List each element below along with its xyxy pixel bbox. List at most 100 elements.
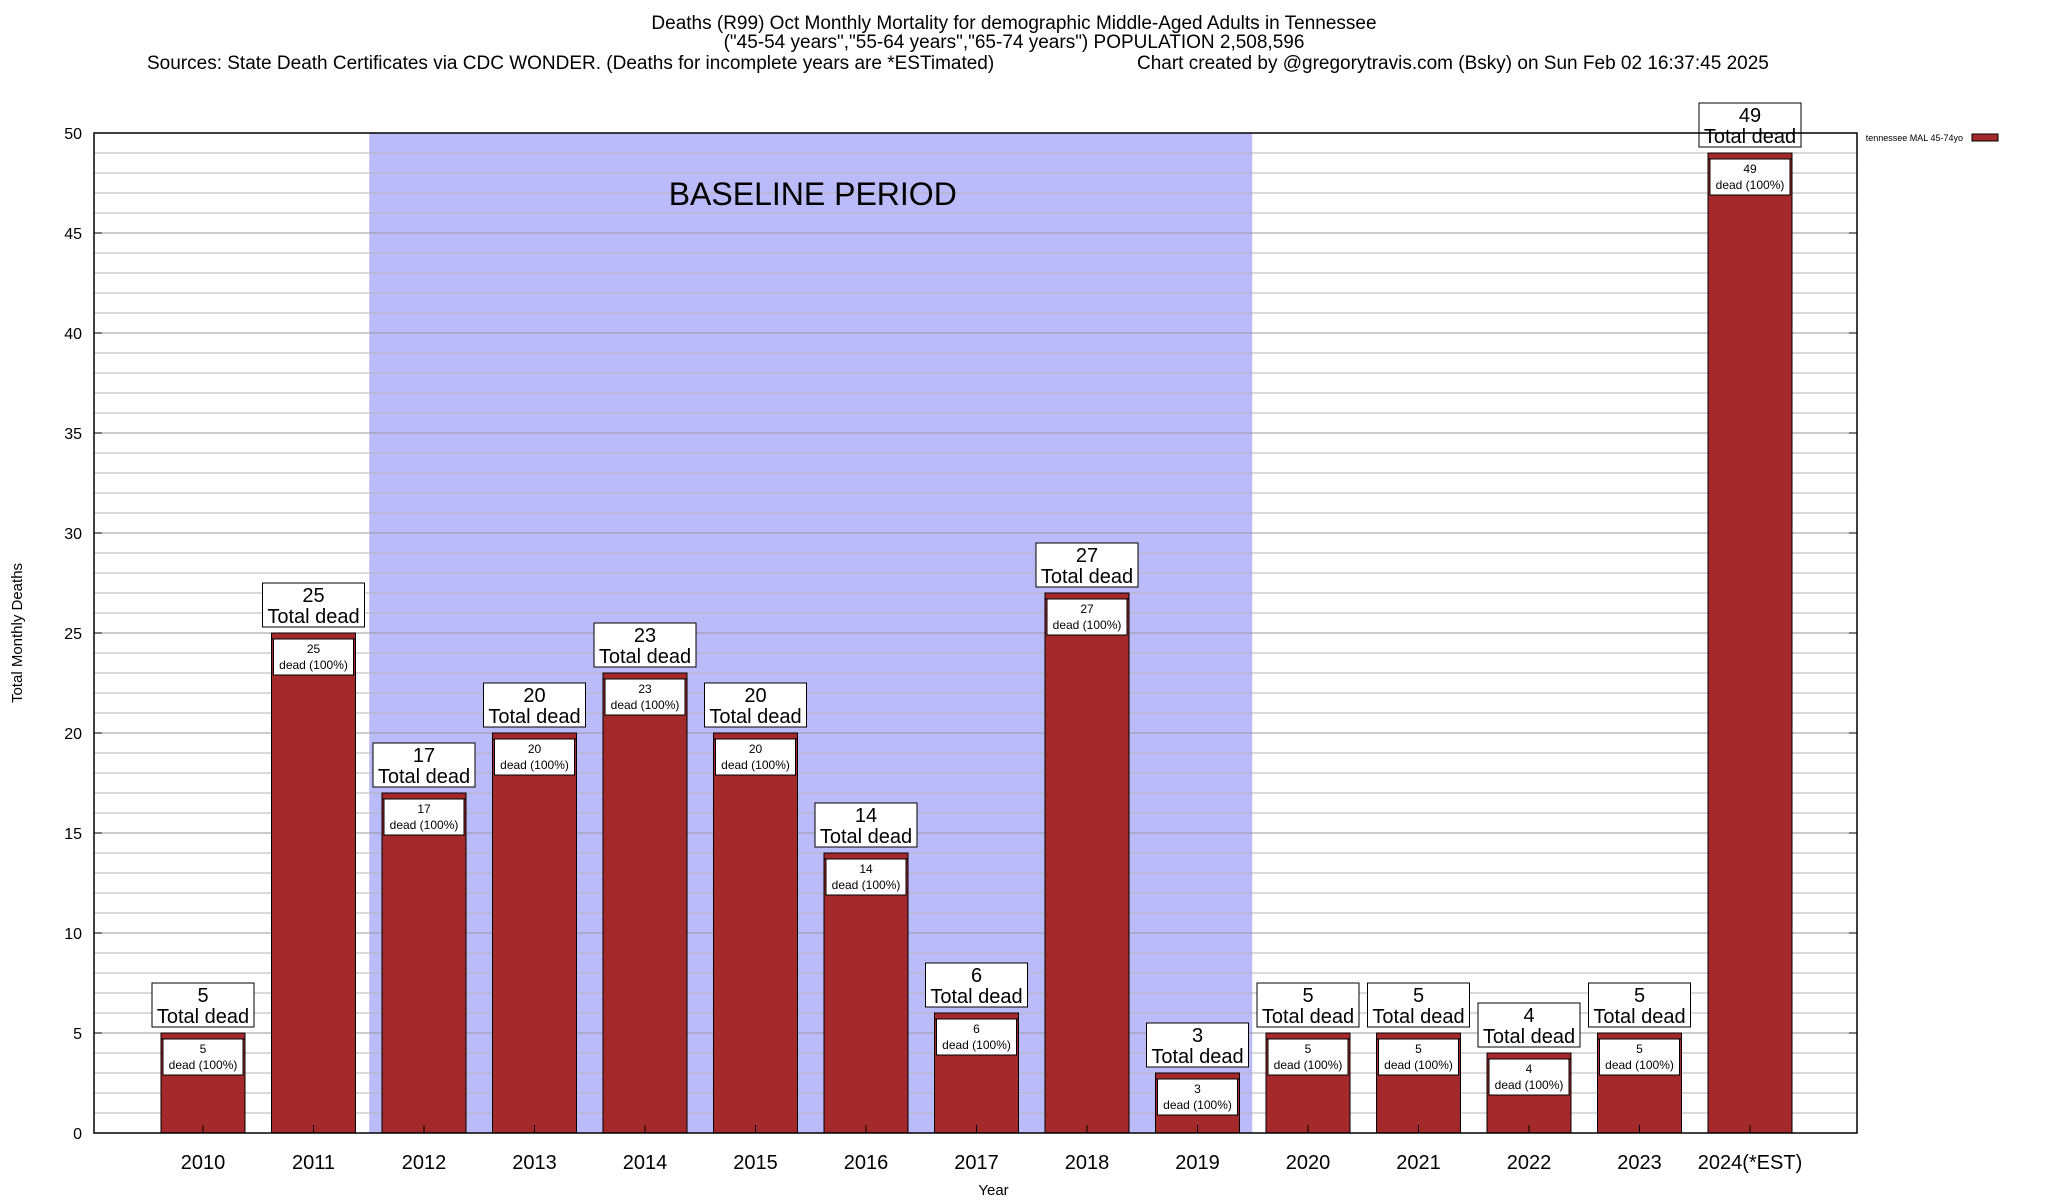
inner-percent-label: dead (100%) (1716, 178, 1785, 192)
bar-2015 (713, 732, 798, 1134)
inner-percent-label: dead (100%) (1495, 1078, 1564, 1092)
value-label: 3 (1192, 1025, 1203, 1047)
inner-label-box (1488, 1058, 1570, 1096)
y-tick-label: 10 (64, 926, 82, 943)
inner-percent-label: dead (100%) (832, 878, 901, 892)
value-label: 25 (302, 585, 324, 607)
inner-label-box (1267, 1038, 1349, 1076)
inner-value-label: 4 (1526, 1062, 1533, 1076)
value-label: 5 (1634, 985, 1645, 1007)
inner-label-box (383, 798, 465, 836)
total-dead-label: Total dead (1704, 126, 1796, 148)
inner-label-box (715, 738, 796, 776)
inner-value-label: 14 (859, 862, 873, 876)
bar-2011 (271, 632, 356, 1134)
inner-percent-label: dead (100%) (1163, 1098, 1232, 1112)
total-dead-label: Total dead (709, 706, 801, 728)
inner-value-label: 5 (1415, 1042, 1422, 1056)
inner-percent-label: dead (100%) (279, 658, 348, 672)
chart-credit: Chart created by @gregorytravis.com (Bsk… (1137, 53, 1769, 74)
inner-label-box (162, 1038, 244, 1076)
legend-label: tennessee MAL 45-74yo (1866, 133, 1963, 143)
inner-value-label: 25 (307, 642, 321, 656)
y-axis-label: Total Monthly Deaths (9, 563, 26, 703)
inner-label-box (1599, 1038, 1680, 1076)
total-dead-label: Total dead (930, 986, 1022, 1008)
inner-label-box (1046, 598, 1128, 636)
value-label-box (1477, 1002, 1581, 1048)
value-label-box (151, 982, 255, 1028)
x-tick-label: 2015 (733, 1152, 778, 1174)
inner-value-label: 17 (417, 802, 431, 816)
value-label-box (1588, 982, 1691, 1028)
x-tick-label: 2022 (1507, 1152, 1552, 1174)
x-axis-label: Year (978, 1182, 1008, 1199)
x-tick-label: 2016 (844, 1152, 889, 1174)
value-label-box (483, 682, 586, 728)
y-tick-label: 20 (64, 726, 82, 743)
inner-value-label: 49 (1743, 162, 1757, 176)
bar-2013 (492, 732, 577, 1134)
chart-title-line1: Deaths (R99) Oct Monthly Mortality for d… (651, 13, 1377, 34)
inner-value-label: 27 (1080, 602, 1094, 616)
inner-percent-label: dead (100%) (942, 1038, 1011, 1052)
value-label: 6 (971, 965, 982, 987)
value-label-box (1035, 542, 1139, 588)
total-dead-label: Total dead (1041, 566, 1133, 588)
inner-label-box (604, 678, 686, 716)
inner-label-box (273, 638, 354, 676)
inner-value-label: 3 (1194, 1082, 1201, 1096)
value-label: 5 (197, 985, 208, 1007)
inner-percent-label: dead (100%) (1605, 1058, 1674, 1072)
total-dead-label: Total dead (599, 646, 691, 668)
inner-value-label: 5 (1636, 1042, 1643, 1056)
inner-value-label: 5 (1305, 1042, 1312, 1056)
value-label: 5 (1413, 985, 1424, 1007)
inner-percent-label: dead (100%) (500, 758, 569, 772)
inner-percent-label: dead (100%) (1384, 1058, 1453, 1072)
y-tick-label: 40 (64, 326, 82, 343)
value-label: 14 (855, 805, 877, 827)
value-label: 20 (523, 685, 545, 707)
value-label: 17 (413, 745, 435, 767)
value-label: 23 (634, 625, 656, 647)
x-tick-label: 2012 (402, 1152, 447, 1174)
value-label: 5 (1302, 985, 1313, 1007)
y-tick-label: 45 (64, 226, 82, 243)
x-tick-label: 2013 (512, 1152, 557, 1174)
bar-2024(*EST) (1707, 152, 1793, 1134)
legend-swatch (1971, 133, 1999, 142)
x-tick-label: 2020 (1286, 1152, 1331, 1174)
x-tick-label: 2021 (1396, 1152, 1441, 1174)
value-label: 4 (1523, 1005, 1534, 1027)
total-dead-label: Total dead (1593, 1006, 1685, 1028)
total-dead-label: Total dead (1483, 1026, 1575, 1048)
value-label: 27 (1076, 545, 1098, 567)
total-dead-label: Total dead (267, 606, 359, 628)
inner-label-box (494, 738, 575, 776)
inner-percent-label: dead (100%) (721, 758, 790, 772)
value-label-box (925, 962, 1028, 1008)
inner-value-label: 23 (638, 682, 652, 696)
total-dead-label: Total dead (157, 1006, 249, 1028)
y-tick-label: 30 (64, 526, 82, 543)
bar-2012 (381, 792, 467, 1134)
inner-percent-label: dead (100%) (169, 1058, 238, 1072)
y-tick-label: 0 (73, 1126, 82, 1143)
chart-title-line2: ("45-54 years","55-64 years","65-74 year… (723, 32, 1305, 53)
total-dead-label: Total dead (820, 826, 912, 848)
y-tick-label: 5 (73, 1026, 82, 1043)
total-dead-label: Total dead (488, 706, 580, 728)
total-dead-label: Total dead (1262, 1006, 1354, 1028)
inner-percent-label: dead (100%) (611, 698, 680, 712)
y-tick-label: 25 (64, 626, 82, 643)
value-label-box (372, 742, 476, 788)
value-label-box (704, 682, 807, 728)
inner-label-box (1378, 1038, 1459, 1076)
chart-sources: Sources: State Death Certificates via CD… (147, 53, 995, 74)
plot-border (93, 132, 1858, 1134)
value-label-box (593, 622, 697, 668)
total-dead-label: Total dead (1372, 1006, 1464, 1028)
total-dead-label: Total dead (1151, 1046, 1243, 1068)
